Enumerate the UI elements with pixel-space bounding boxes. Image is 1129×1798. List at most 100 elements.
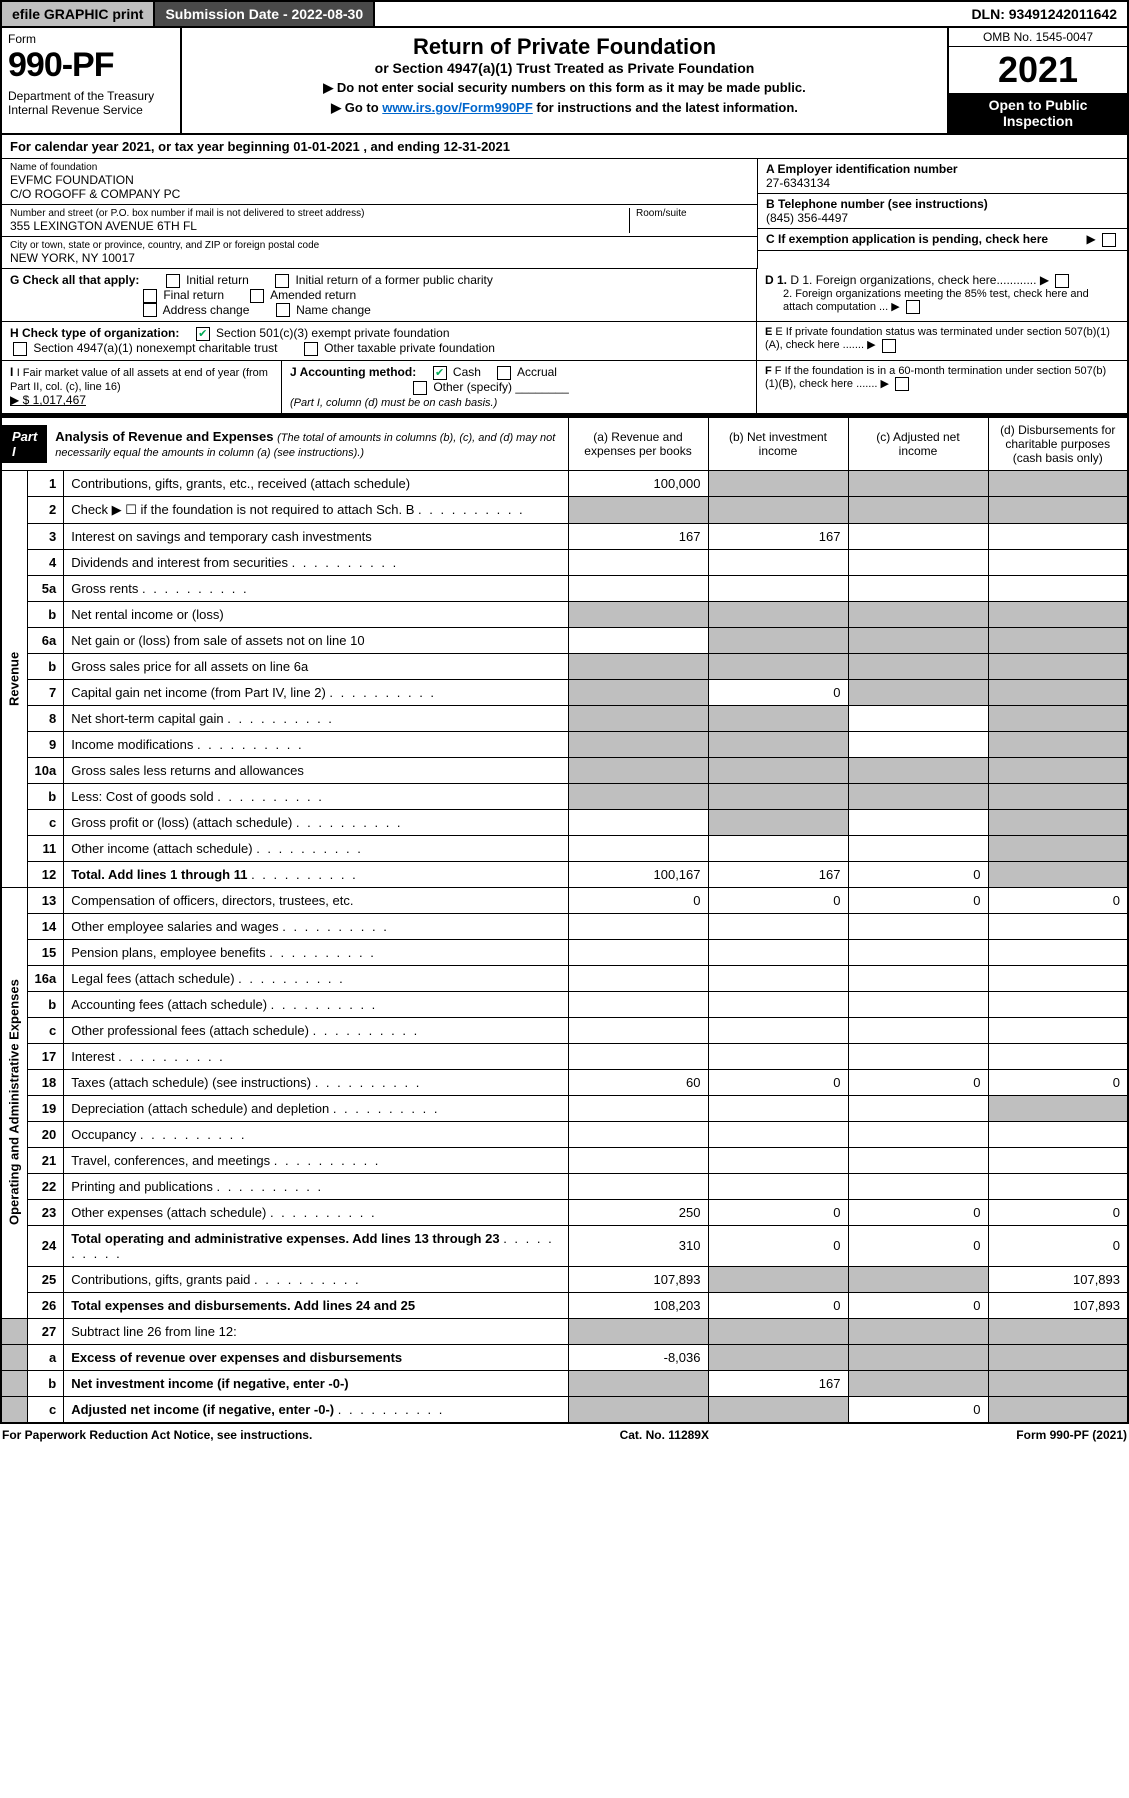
line-number: c (27, 1396, 64, 1423)
cell-value (848, 1370, 988, 1396)
amended-return-cb[interactable] (250, 289, 264, 303)
cell-value (568, 1121, 708, 1147)
cell-value (708, 496, 848, 523)
f-text: F If the foundation is in a 60-month ter… (765, 365, 1106, 390)
line-number: 26 (27, 1292, 64, 1318)
cell-value (848, 1173, 988, 1199)
501c3-cb[interactable] (196, 327, 210, 341)
line-number: 27 (27, 1318, 64, 1344)
cell-value (988, 1017, 1128, 1043)
d1-label: D 1. D 1. Foreign organizations, check h… (765, 273, 1119, 288)
cell-value (988, 496, 1128, 523)
line-desc: Gross rents (64, 575, 568, 601)
line-desc: Accounting fees (attach schedule) (64, 991, 568, 1017)
submission-date: Submission Date - 2022-08-30 (155, 2, 375, 26)
h-e-row: H Check type of organization: Section 50… (0, 322, 1129, 361)
table-row: bNet investment income (if negative, ent… (1, 1370, 1128, 1396)
form990pf-link[interactable]: www.irs.gov/Form990PF (382, 100, 533, 115)
cell-value (708, 1173, 848, 1199)
exemption-checkbox[interactable] (1102, 233, 1116, 247)
cell-value (708, 1318, 848, 1344)
address-change-cb[interactable] (143, 303, 157, 317)
line-number: b (27, 601, 64, 627)
line-desc: Net rental income or (loss) (64, 601, 568, 627)
form-header: Form 990-PF Department of the Treasury I… (0, 28, 1129, 135)
spacer-cell (1, 1370, 27, 1396)
line-number: 21 (27, 1147, 64, 1173)
cell-value (988, 1396, 1128, 1423)
other-method-cb[interactable] (413, 381, 427, 395)
address-label: Number and street (or P.O. box number if… (10, 208, 629, 219)
cell-value (988, 783, 1128, 809)
cell-value (568, 1318, 708, 1344)
cell-value (708, 757, 848, 783)
line-desc: Adjusted net income (if negative, enter … (64, 1396, 568, 1423)
cell-value: 0 (988, 887, 1128, 913)
name-change-cb[interactable] (276, 303, 290, 317)
line-desc: Less: Cost of goods sold (64, 783, 568, 809)
cell-value (988, 835, 1128, 861)
cell-value (848, 1121, 988, 1147)
cell-value: 167 (708, 861, 848, 887)
col-b-header: (b) Net investment income (708, 417, 848, 471)
goto-suffix: for instructions and the latest informat… (533, 100, 798, 115)
line-desc: Income modifications (64, 731, 568, 757)
line-desc: Gross profit or (loss) (attach schedule) (64, 809, 568, 835)
4947-cb[interactable] (13, 342, 27, 356)
cell-value: 100,167 (568, 861, 708, 887)
cell-value (568, 679, 708, 705)
address-value: 355 LEXINGTON AVENUE 6TH FL (10, 219, 629, 233)
cell-value (708, 913, 848, 939)
initial-return-cb[interactable] (166, 274, 180, 288)
initial-former-cb[interactable] (275, 274, 289, 288)
table-row: cAdjusted net income (if negative, enter… (1, 1396, 1128, 1423)
cell-value (568, 991, 708, 1017)
line-desc: Capital gain net income (from Part IV, l… (64, 679, 568, 705)
cash-cb[interactable] (433, 366, 447, 380)
final-return-cb[interactable] (143, 289, 157, 303)
cell-value: 0 (988, 1069, 1128, 1095)
cell-value: 0 (708, 1069, 848, 1095)
cell-value (848, 939, 988, 965)
table-row: 5aGross rents (1, 575, 1128, 601)
line-desc: Other expenses (attach schedule) (64, 1199, 568, 1225)
accrual-cb[interactable] (497, 366, 511, 380)
cell-value (988, 991, 1128, 1017)
cell-value (568, 705, 708, 731)
table-row: 21Travel, conferences, and meetings (1, 1147, 1128, 1173)
table-row: 18Taxes (attach schedule) (see instructi… (1, 1069, 1128, 1095)
line-desc: Total. Add lines 1 through 11 (64, 861, 568, 887)
table-row: 8Net short-term capital gain (1, 705, 1128, 731)
f-cb[interactable] (895, 377, 909, 391)
cell-value (988, 679, 1128, 705)
cell-value (988, 549, 1128, 575)
other-taxable-cb[interactable] (304, 342, 318, 356)
line-desc: Depreciation (attach schedule) and deple… (64, 1095, 568, 1121)
other-method-lbl: Other (specify) (433, 380, 512, 394)
cell-value (568, 1043, 708, 1069)
cell-value (988, 1318, 1128, 1344)
table-row: 6aNet gain or (loss) from sale of assets… (1, 627, 1128, 653)
e-cb[interactable] (882, 339, 896, 353)
table-row: bNet rental income or (loss) (1, 601, 1128, 627)
cell-value (708, 809, 848, 835)
efile-print-button[interactable]: efile GRAPHIC print (2, 2, 155, 26)
table-row: bLess: Cost of goods sold (1, 783, 1128, 809)
line-number: 7 (27, 679, 64, 705)
d2-cb[interactable] (906, 300, 920, 314)
line-desc: Pension plans, employee benefits (64, 939, 568, 965)
j-label: J Accounting method: (290, 365, 416, 379)
city-value: NEW YORK, NY 10017 (10, 251, 749, 265)
cell-value (988, 1344, 1128, 1370)
cell-value: 0 (848, 1069, 988, 1095)
cell-value (568, 783, 708, 809)
line-number: 14 (27, 913, 64, 939)
d1-cb[interactable] (1055, 274, 1069, 288)
line-number: 13 (27, 887, 64, 913)
line-number: a (27, 1344, 64, 1370)
form-label: Form (8, 32, 174, 46)
line-desc: Gross sales less returns and allowances (64, 757, 568, 783)
cell-value (568, 1370, 708, 1396)
line-number: b (27, 1370, 64, 1396)
cell-value (568, 496, 708, 523)
